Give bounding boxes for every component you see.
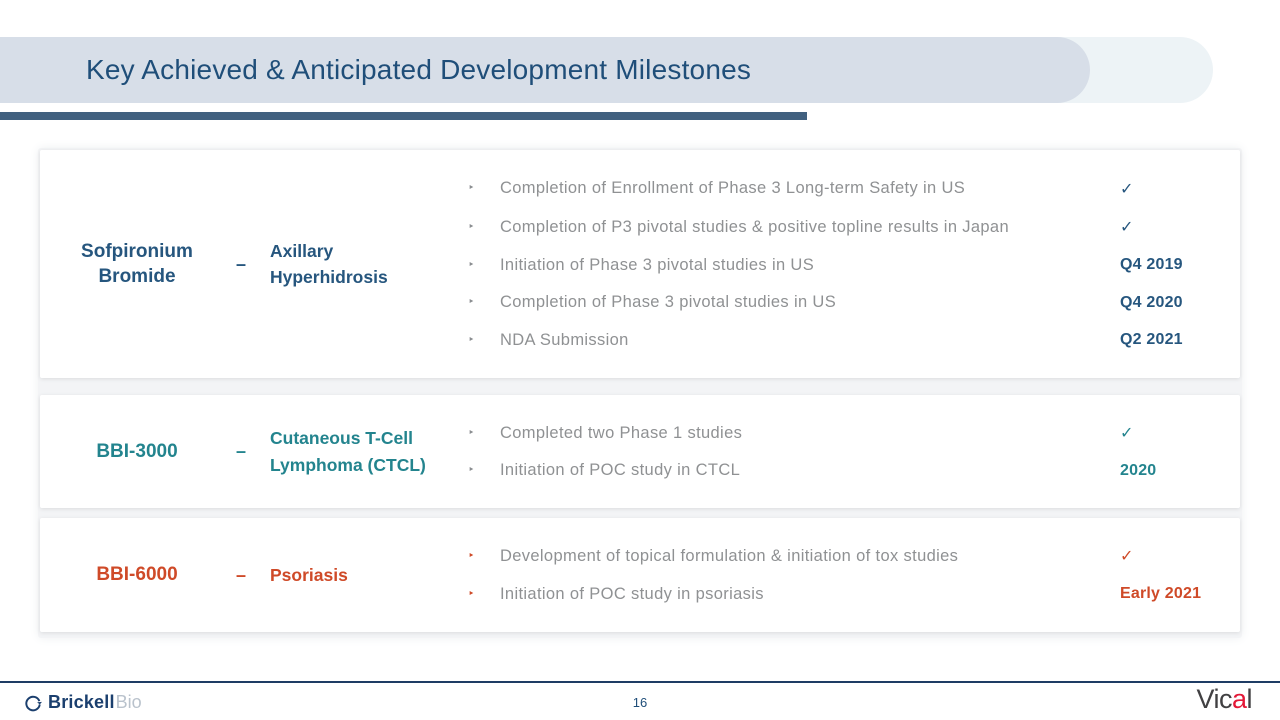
milestone-row: ‣ Completion of Phase 3 pivotal studies i… xyxy=(452,293,1240,312)
milestone-row: ‣ NDA Submission Q2 2021 xyxy=(452,331,1240,350)
brickell-logo-text: Brickell xyxy=(48,692,115,712)
milestone-list: ‣ Completed two Phase 1 studies ✓ ‣ Initiati… xyxy=(452,395,1240,508)
product-card-sofpironium-bromide: Sofpironium Bromide – Axillary Hyperhidros… xyxy=(40,150,1240,378)
milestone-list: ‣ Completion of Enrollment of Phase 3 Lon… xyxy=(452,150,1240,378)
page-title: Key Achieved & Anticipated Development M… xyxy=(86,54,752,85)
bullet-icon: ‣ xyxy=(468,333,475,346)
milestone-status: Early 2021 xyxy=(1120,585,1202,603)
milestone-list: ‣ Development of topical formulation & in… xyxy=(452,518,1240,632)
brickell-bio-text: Bio xyxy=(115,692,142,712)
product-name: BBI-6000 xyxy=(96,564,178,586)
milestone-status: ✓ xyxy=(1120,548,1134,566)
milestone-text: NDA Submission xyxy=(500,330,629,349)
milestone-row: ‣ Initiation of POC study in psoriasis Ear… xyxy=(452,585,1240,604)
milestone-text: Completion of Enrollment of Phase 3 Long… xyxy=(500,179,966,197)
indication-name: Axillary Hyperhidrosis xyxy=(270,240,388,287)
dash-separator: – xyxy=(235,441,246,461)
indication-name: Psoriasis xyxy=(270,564,348,585)
bullet-icon: ‣ xyxy=(468,426,475,439)
bullet-icon: ‣ xyxy=(468,182,475,194)
footer-divider xyxy=(0,681,1280,683)
bullet-icon: ‣ xyxy=(468,220,475,233)
milestone-status: ✓ xyxy=(1120,180,1134,198)
indication-name: Cutaneous T-Cell Lymphoma (CTCL) xyxy=(270,428,426,475)
bullet-icon: ‣ xyxy=(468,587,475,600)
milestone-text: Initiation of POC study in psoriasis xyxy=(500,584,764,603)
vical-logo: Vical xyxy=(1196,684,1252,715)
milestone-status: ✓ xyxy=(1120,219,1134,236)
milestone-row: ‣ Completed two Phase 1 studies ✓ xyxy=(452,423,1240,443)
vical-logo-c: c xyxy=(1218,684,1233,714)
product-name: BBI-3000 xyxy=(96,440,178,462)
milestone-status: ✓ xyxy=(1120,425,1134,442)
milestone-text: Initiation of POC study in CTCL xyxy=(500,461,741,479)
milestone-row: ‣ Completion of P3 pivotal studies & posi… xyxy=(452,217,1240,237)
bullet-icon: ‣ xyxy=(468,296,475,308)
dash-separator: – xyxy=(235,253,246,274)
milestone-status: Q4 2020 xyxy=(1120,293,1183,311)
product-card-bbi-6000: BBI-6000 – Psoriasis ‣ Development of topica… xyxy=(40,518,1240,632)
milestone-row: ‣ Development of topical formulation & in… xyxy=(452,546,1240,566)
milestone-text: Initiation of Phase 3 pivotal studies in… xyxy=(500,255,815,274)
header-band: Key Achieved & Anticipated Development M… xyxy=(0,37,1090,103)
milestone-text: Completed two Phase 1 studies xyxy=(500,423,743,442)
product-card-bbi-3000: BBI-3000 – Cutaneous T-Cell Lymphoma (CTCL… xyxy=(40,395,1240,508)
milestone-row: ‣ Completion of Enrollment of Phase 3 Lon… xyxy=(452,179,1240,199)
milestone-status: Q2 2021 xyxy=(1120,331,1183,348)
milestone-row: ‣ Initiation of Phase 3 pivotal studies i… xyxy=(452,256,1240,275)
milestone-text: Development of topical formulation & ini… xyxy=(500,546,959,565)
dash-separator: – xyxy=(235,564,246,585)
page-number: 16 xyxy=(632,695,648,710)
milestone-text: Completion of Phase 3 pivotal studies in… xyxy=(500,293,837,311)
vical-logo-l: l xyxy=(1246,684,1253,714)
bullet-icon: ‣ xyxy=(468,258,475,271)
vical-logo-a: a xyxy=(1231,684,1247,714)
product-name: Sofpironium Bromide xyxy=(81,240,193,287)
bullet-icon: ‣ xyxy=(468,549,475,562)
brickell-cycle-icon xyxy=(24,694,42,712)
bullet-icon: ‣ xyxy=(468,464,475,476)
milestone-status: Q4 2019 xyxy=(1120,256,1183,273)
brickell-logo: BrickellBio xyxy=(24,692,142,713)
milestone-text: Completion of P3 pivotal studies & posit… xyxy=(500,217,1009,236)
milestone-row: ‣ Initiation of POC study in CTCL 2020 xyxy=(452,461,1240,480)
title-underline-bar xyxy=(0,112,807,120)
milestone-status: 2020 xyxy=(1120,461,1157,479)
vical-logo-vi: Vi xyxy=(1196,684,1219,714)
milestone-cards: Sofpironium Bromide – Axillary Hyperhidros… xyxy=(40,0,1240,720)
